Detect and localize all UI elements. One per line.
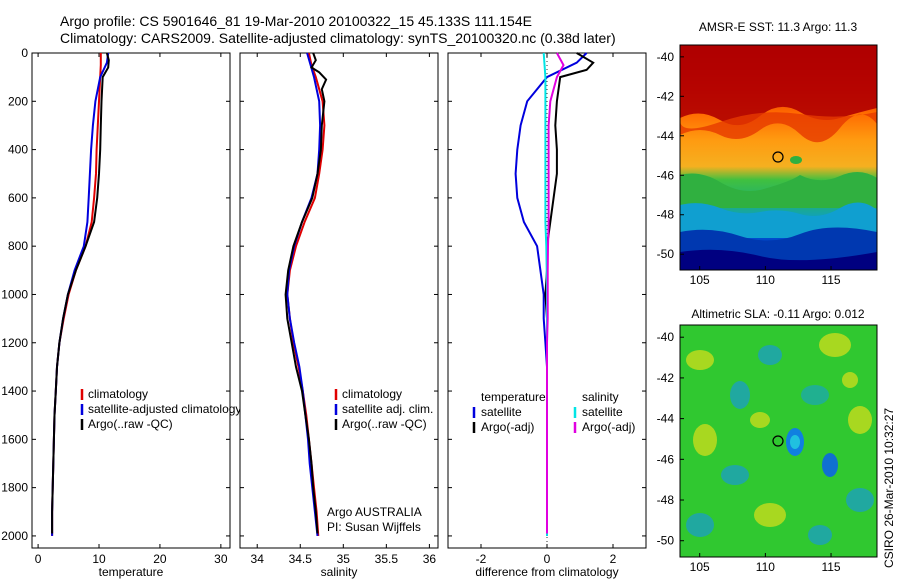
x-tick-label: 0 [544, 552, 551, 566]
legend-group-header: salinity [582, 390, 619, 404]
y-tick-label: 1400 [1, 384, 28, 398]
y-tick-label: 1800 [1, 481, 28, 495]
map-x-tick-label: 105 [690, 560, 710, 574]
x-tick-label: 2 [610, 552, 617, 566]
y-tick-label: 1000 [1, 287, 28, 301]
legend-entry: climatology [88, 387, 148, 401]
sst-map-title: AMSR-E SST: 11.3 Argo: 11.3 [699, 20, 858, 34]
y-tick-label: 1600 [1, 432, 28, 446]
map-y-tick-label: -40 [657, 50, 675, 64]
figure-title-line2: Climatology: CARS2009. Satellite-adjuste… [60, 30, 616, 46]
y-tick-label: 600 [8, 191, 28, 205]
x-tick-label: 34 [251, 552, 265, 566]
x-tick-label: 0 [35, 552, 42, 566]
legend-entry: satellite adj. clim. [342, 402, 433, 416]
legend-entry: satellite-adjusted climatology [88, 402, 241, 416]
legend-entry: Argo(-adj) [582, 420, 635, 434]
csiro-timestamp: CSIRO 26-Mar-2010 10:32:27 [882, 408, 896, 568]
map-y-tick-label: -46 [657, 452, 675, 466]
map-y-tick-label: -44 [657, 129, 675, 143]
sla-argo-location-marker [772, 435, 784, 447]
y-tick-label: 0 [21, 46, 28, 60]
series-line-argo-raw-qc- [284, 52, 328, 534]
legend-entry: Argo(..raw -QC) [342, 417, 427, 431]
legend-entry: climatology [342, 387, 402, 401]
argo-credit-line2: PI: Susan Wijffels [327, 520, 421, 534]
legend-entry: satellite [582, 405, 623, 419]
temperature-profile-panel: 0 10 20 30 0 200 400 600 800 1000 1200 1400 1600 1800… [1, 46, 241, 579]
y-tick-label: 2000 [1, 529, 28, 543]
sst-map-panel: AMSR-E SST: 11.3 Argo: 11.3 105 110 115 -40… [657, 20, 878, 287]
sst-argo-location-marker [772, 151, 784, 163]
map-y-tick-label: -50 [657, 534, 675, 548]
map-y-tick-label: -42 [657, 89, 675, 103]
map-x-tick-label: 110 [756, 273, 775, 287]
sla-map-field [680, 325, 877, 557]
legend-entry: satellite [481, 405, 522, 419]
x-axis-label: temperature [99, 565, 164, 579]
map-y-tick-label: -42 [657, 371, 675, 385]
map-y-tick-label: -48 [657, 208, 675, 222]
sst-map-field [680, 45, 877, 270]
y-tick-label: 800 [8, 239, 28, 253]
plot-frame [239, 52, 439, 549]
argo-credit-line1: Argo AUSTRALIA [327, 505, 422, 519]
legend-entry: Argo(..raw -QC) [88, 417, 173, 431]
y-tick-label: 200 [8, 94, 28, 108]
map-x-tick-label: 115 [821, 560, 840, 574]
map-x-tick-label: 110 [756, 560, 775, 574]
figure-title-line1: Argo profile: CS 5901646_81 19-Mar-2010 … [60, 13, 532, 29]
map-y-tick-label: -40 [657, 330, 675, 344]
map-y-tick-label: -48 [657, 493, 675, 507]
plot-frame [31, 52, 231, 549]
x-tick-label: 35 [337, 552, 351, 566]
map-y-tick-label: -50 [657, 247, 675, 261]
sla-map-title: Altimetric SLA: -0.11 Argo: 0.012 [691, 307, 865, 321]
series-line-argo-raw-qc- [51, 52, 110, 534]
sla-map-panel: Altimetric SLA: -0.11 Argo: 0.012 105 110… [657, 307, 878, 574]
x-axis-label: salinity [321, 565, 358, 579]
y-tick-label: 400 [8, 143, 28, 157]
map-y-tick-label: -46 [657, 168, 675, 182]
y-tick-label: 1200 [1, 336, 28, 350]
x-tick-label: 34.5 [289, 552, 313, 566]
series-line-argo-adj- [546, 52, 565, 534]
x-tick-label: 36 [423, 552, 437, 566]
map-x-tick-label: 115 [821, 273, 840, 287]
legend-entry: Argo(-adj) [481, 420, 534, 434]
map-y-tick-label: -44 [657, 412, 675, 426]
x-tick-label: 20 [153, 552, 167, 566]
map-x-tick-label: 105 [690, 273, 710, 287]
x-tick-label: -2 [476, 552, 487, 566]
salinity-profile-panel: 34 34.5 35 35.5 36 salinity climatologysatelli… [239, 52, 439, 579]
legend-group-header: temperature [481, 390, 546, 404]
x-tick-label: 30 [214, 552, 228, 566]
x-tick-label: 35.5 [375, 552, 399, 566]
x-tick-label: 10 [92, 552, 106, 566]
x-axis-label: difference from climatology [475, 565, 618, 579]
